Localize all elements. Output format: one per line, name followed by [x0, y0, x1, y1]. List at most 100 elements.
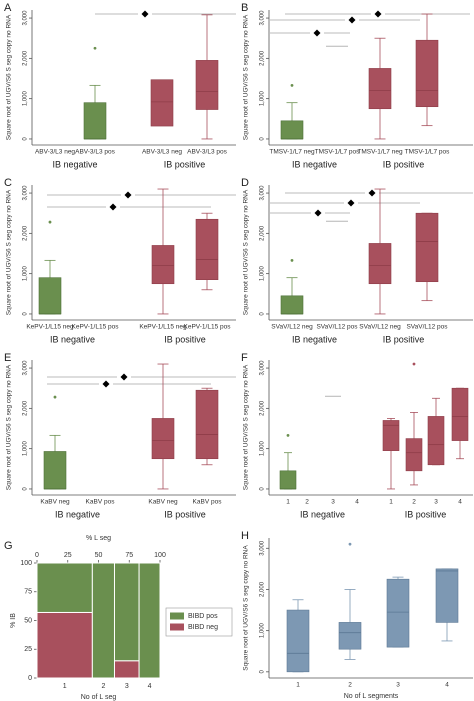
x-axis-label: No of L seg: [81, 694, 117, 701]
box: [286, 609, 310, 673]
y-tick-label: 2,000: [23, 50, 29, 66]
x-tick-label: 1: [296, 682, 300, 689]
comparison-marker: [368, 189, 376, 197]
x-tick-label: KaBV neg: [148, 499, 178, 506]
y-tick-label: 0: [260, 669, 266, 673]
x-tick-label: 25: [64, 552, 72, 559]
x-tick-label: TMSV-1/L7 neg: [357, 149, 403, 156]
group-label: IB negative: [292, 334, 337, 344]
box: [195, 389, 219, 460]
y-tick-label: 3,000: [260, 10, 266, 26]
box: [195, 218, 219, 281]
y-axis-label: Square root of UGV/S6 S seg copy no RNA: [243, 364, 250, 490]
x-tick-label: TMSV-1/L7 pos: [405, 149, 451, 156]
box: [368, 68, 392, 110]
mosaic-cell: [113, 660, 140, 679]
y-tick-label: 1,000: [260, 622, 266, 638]
comparison-marker: [120, 373, 128, 381]
x-tick-label: ABV-3/L3 neg: [35, 149, 75, 156]
y-axis-label: Square root of UGV/S6 S seg copy no RNA: [243, 14, 250, 140]
y-tick-label: 1,000: [260, 440, 266, 456]
box: [195, 60, 219, 110]
y-tick-label: 0: [260, 137, 266, 141]
box: [405, 438, 423, 472]
panel: G % L seg 0 25 50 75 100 % IB 0 25 50 75 100 1 2 3 4 No o…: [4, 535, 233, 701]
y-tick-label: 3,000: [23, 10, 29, 26]
panel-label: E: [4, 352, 11, 364]
group-label: IB positive: [164, 509, 206, 519]
y-tick-label: 0: [23, 137, 29, 141]
y-tick-label: 50: [24, 617, 32, 624]
outlier: [48, 220, 52, 224]
outlier: [290, 83, 294, 87]
box: [338, 622, 362, 650]
comparison-marker: [313, 29, 321, 37]
box: [43, 451, 67, 490]
legend-label: BIBD neg: [188, 624, 218, 631]
comparison-marker: [141, 10, 149, 18]
x-tick-label: KePV-1/L15 neg: [26, 324, 74, 331]
panel-label: H: [241, 530, 249, 542]
panel-label: B: [241, 2, 248, 14]
y-tick-label: 3,000: [260, 185, 266, 201]
panel-label: A: [4, 2, 12, 14]
comparison-marker: [102, 380, 110, 388]
x-tick-label: 2: [412, 499, 416, 506]
comparison-marker: [348, 16, 356, 24]
x-tick-label: KePV-1/L15 pos: [72, 324, 120, 331]
y-tick-label: 0: [260, 312, 266, 316]
x-tick-label: 2: [348, 682, 352, 689]
box: [151, 245, 175, 285]
outlier: [290, 258, 294, 262]
x-tick-label: SVaV/L12 pos: [316, 324, 358, 331]
panel-label: G: [4, 540, 13, 552]
y-tick-label: 2,000: [260, 50, 266, 66]
x-tick-label: 4: [458, 499, 462, 506]
y-axis-label: Square root of UGV/S6 S seg copy no RNA: [243, 189, 250, 315]
y-tick-label: 0: [260, 487, 266, 491]
box: [386, 578, 410, 648]
mosaic-cell: [36, 562, 93, 613]
box: [382, 420, 400, 451]
mosaic-cell: [138, 562, 161, 679]
y-axis-label: % IB: [10, 613, 17, 628]
box: [150, 79, 174, 127]
mosaic-cell: [113, 562, 140, 662]
box: [83, 102, 107, 140]
x-tick-label: 3: [434, 499, 438, 506]
y-tick-label: 3,000: [260, 540, 266, 556]
x-tick-label: SVaV/L12 neg: [271, 324, 313, 331]
mosaic-cell: [91, 562, 115, 679]
box: [280, 120, 304, 140]
panel: H Square root of UGV/S6 S seg copy no RNA…: [241, 530, 473, 700]
x-tick-label: 0: [35, 552, 39, 559]
comparison-marker: [347, 199, 355, 207]
group-label: IB negative: [292, 159, 337, 169]
legend-label: BIBD pos: [188, 613, 218, 620]
legend-swatch: [170, 623, 184, 631]
x-tick-label: ABV-3/L3 pos: [187, 149, 227, 156]
comparison-marker: [314, 209, 322, 217]
y-tick-label: 100: [20, 560, 32, 567]
x-tick-label: KePV-1/L15 pos: [184, 324, 232, 331]
y-tick-label: 2,000: [23, 400, 29, 416]
x-category-label: 1: [63, 683, 67, 690]
box: [415, 39, 439, 108]
comparison-marker: [374, 10, 382, 18]
x-tick-label: SVaV/L12 pos: [406, 324, 448, 331]
outlier: [348, 542, 352, 546]
group-label: IB positive: [164, 334, 206, 344]
y-tick-label: 3,000: [23, 185, 29, 201]
top-axis-label: % L seg: [86, 535, 111, 542]
y-axis-label: Square root of UGV/S6 S seg copy no RNA: [243, 545, 250, 671]
panel-label: C: [4, 177, 12, 189]
y-tick-label: 0: [23, 487, 29, 491]
x-tick-label: KaBV pos: [86, 499, 116, 506]
x-tick-label: 3: [396, 682, 400, 689]
